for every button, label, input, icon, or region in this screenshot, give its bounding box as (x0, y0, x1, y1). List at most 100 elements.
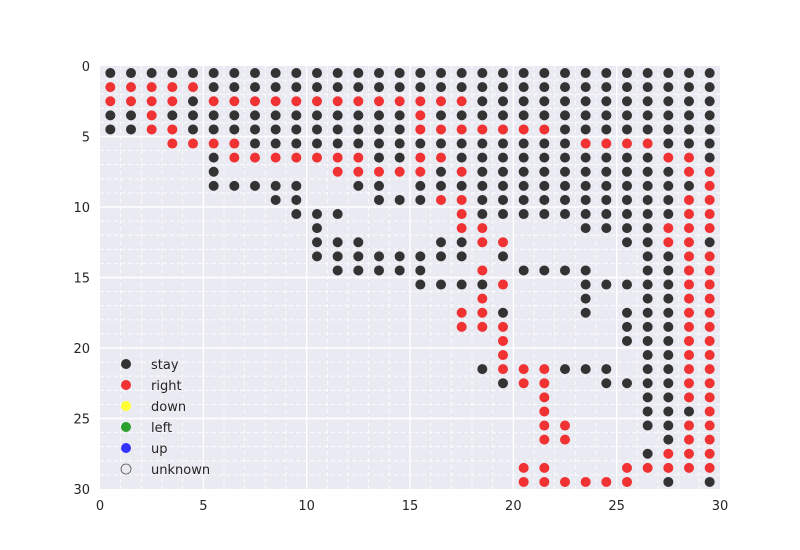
point-stay (518, 138, 529, 149)
point-stay (642, 194, 653, 205)
point-stay (498, 307, 508, 318)
point-stay (229, 180, 240, 191)
point-stay (229, 68, 240, 79)
point-stay (684, 406, 694, 417)
point-stay (622, 180, 632, 191)
point-stay (415, 251, 426, 262)
point-stay (312, 68, 322, 79)
x-tick-label: 25 (608, 499, 625, 514)
point-right (539, 124, 550, 135)
point-right (415, 152, 426, 163)
point-stay (270, 180, 281, 191)
point-stay (642, 82, 653, 93)
point-stay (374, 124, 384, 135)
point-stay (663, 251, 674, 262)
point-right (167, 96, 178, 107)
point-stay (663, 110, 674, 121)
point-stay (539, 96, 550, 107)
legend-marker-left (121, 422, 131, 432)
point-stay (663, 293, 674, 304)
point-stay (394, 265, 405, 276)
point-right (105, 82, 116, 93)
point-right (518, 462, 529, 473)
point-stay (560, 265, 570, 276)
point-stay (622, 166, 632, 177)
point-stay (601, 96, 612, 107)
point-right (477, 124, 488, 135)
point-stay (208, 180, 219, 191)
point-right (663, 223, 674, 234)
point-stay (642, 293, 653, 304)
point-stay (374, 194, 384, 205)
y-tick-label: 10 (73, 201, 90, 216)
point-stay (622, 68, 632, 79)
point-stay (560, 138, 570, 149)
point-right (704, 406, 715, 417)
point-stay (353, 138, 364, 149)
point-stay (394, 110, 405, 121)
point-stay (704, 110, 715, 121)
point-right (250, 152, 260, 163)
point-right (663, 152, 674, 163)
point-stay (312, 223, 322, 234)
point-right (477, 293, 488, 304)
point-stay (704, 237, 715, 248)
point-stay (642, 180, 653, 191)
point-right (704, 209, 715, 220)
point-stay (436, 68, 446, 79)
point-stay (353, 237, 364, 248)
point-stay (332, 68, 343, 79)
point-stay (518, 194, 529, 205)
point-stay (601, 82, 612, 93)
point-stay (539, 166, 550, 177)
point-stay (684, 124, 694, 135)
point-stay (208, 110, 219, 121)
point-right (374, 166, 384, 177)
point-right (312, 96, 322, 107)
point-right (580, 476, 591, 487)
point-stay (374, 68, 384, 79)
point-stay (642, 321, 653, 332)
point-stay (518, 110, 529, 121)
point-stay (477, 138, 488, 149)
point-right (229, 96, 240, 107)
point-stay (105, 124, 116, 135)
point-right (374, 96, 384, 107)
point-right (188, 82, 198, 93)
point-stay (208, 166, 219, 177)
point-right (477, 307, 488, 318)
legend-marker-down (121, 401, 131, 411)
point-stay (477, 194, 488, 205)
legend-marker-unknown (120, 463, 132, 475)
point-right (704, 180, 715, 191)
point-stay (518, 82, 529, 93)
point-stay (498, 378, 508, 389)
point-stay (456, 110, 467, 121)
point-stay (436, 138, 446, 149)
point-right (229, 138, 240, 149)
point-right (518, 364, 529, 375)
point-right (539, 364, 550, 375)
point-right (704, 350, 715, 361)
point-stay (601, 152, 612, 163)
point-right (312, 152, 322, 163)
legend-label-unknown: unknown (151, 463, 210, 478)
point-right (167, 82, 178, 93)
point-stay (312, 124, 322, 135)
point-stay (332, 124, 343, 135)
point-stay (436, 110, 446, 121)
point-right (353, 96, 364, 107)
point-right (498, 237, 508, 248)
point-stay (498, 194, 508, 205)
point-stay (642, 209, 653, 220)
point-stay (663, 265, 674, 276)
y-tick-label: 5 (82, 131, 90, 146)
legend-marker-up (121, 443, 131, 453)
point-stay (436, 237, 446, 248)
point-right (456, 124, 467, 135)
point-stay (229, 82, 240, 93)
point-stay (622, 96, 632, 107)
point-stay (601, 68, 612, 79)
point-stay (477, 279, 488, 290)
point-stay (353, 180, 364, 191)
